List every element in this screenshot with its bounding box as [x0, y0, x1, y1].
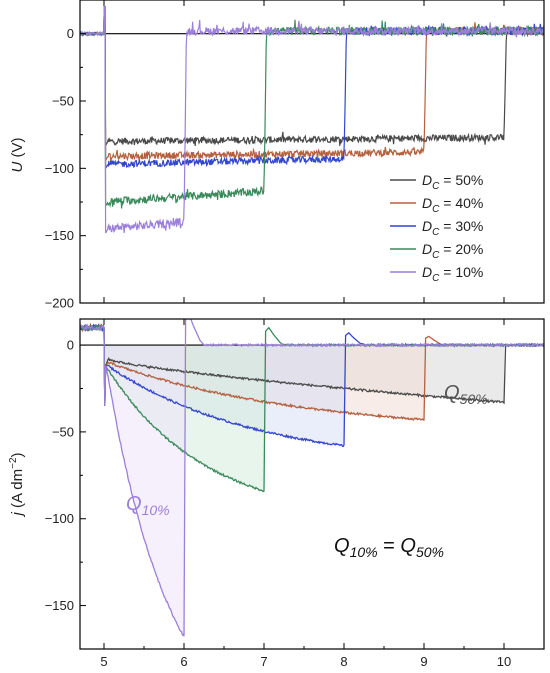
- current-y-axis-title: j (A dm−2): [8, 452, 26, 517]
- legend-symbol: D: [422, 241, 432, 257]
- voltage-y-ticks: 0 −50 −100 −150 −200: [45, 26, 86, 311]
- annotation-q10-sub: 10%: [142, 502, 170, 518]
- voltage-plot-frame: [79, 0, 545, 304]
- legend-subscript: C: [432, 250, 440, 261]
- equality-sign: =: [378, 535, 401, 557]
- legend-entry: DC = 10%: [422, 264, 483, 284]
- voltage-y-tick-label: −200: [45, 296, 74, 311]
- legend-symbol: D: [422, 195, 432, 211]
- legend-subscript: C: [432, 181, 440, 192]
- legend-value: = 20%: [439, 241, 483, 257]
- equality-lhs-sub: 10%: [350, 544, 378, 560]
- current-x-tick-label: 6: [180, 654, 187, 669]
- current-series-group: [80, 319, 544, 637]
- current-series-line: [80, 322, 544, 406]
- voltage-y-axis-title: U (V): [9, 137, 26, 172]
- current-x-tick-label: 10: [497, 654, 511, 669]
- voltage-panel: 0−50−100−150−200 U (V) DC = 50%DC = 40%D…: [9, 0, 545, 311]
- voltage-y-tick-label: −100: [45, 161, 74, 176]
- voltage-series-line: [80, 6, 544, 234]
- legend-symbol: D: [422, 218, 432, 234]
- voltage-series-line: [80, 6, 544, 148]
- legend-entry: DC = 30%: [422, 218, 483, 238]
- voltage-y-unit: (V): [9, 137, 26, 161]
- equality-rhs-sub: 50%: [416, 544, 444, 560]
- annotation-equality: Q10% = Q50%: [334, 535, 444, 560]
- annotation-q50-sub: 50%: [460, 391, 488, 407]
- legend-symbol: D: [422, 172, 432, 188]
- current-series-line: [80, 319, 544, 637]
- annotation-q10-base: Q: [126, 493, 142, 515]
- legend-entry: DC = 20%: [422, 241, 483, 261]
- charge-fill-area: [104, 327, 184, 637]
- legend-subscript: C: [432, 227, 440, 238]
- current-y-tick-label: 0: [67, 338, 74, 353]
- annotation-q10: Q10%: [126, 493, 170, 518]
- current-y-tick-label: −50: [52, 424, 74, 439]
- voltage-series-group: [80, 6, 544, 234]
- legend-entry: DC = 50%: [422, 172, 483, 192]
- legend-value: = 40%: [439, 195, 483, 211]
- voltage-y-tick-label: −50: [52, 94, 74, 109]
- legend-subscript: C: [432, 204, 440, 215]
- legend-subscript: C: [432, 273, 440, 284]
- current-plot-frame: [79, 318, 545, 650]
- legend-symbol: D: [422, 264, 432, 280]
- equality-rhs-base: Q: [400, 535, 416, 557]
- current-y-tick-label: −150: [45, 598, 74, 613]
- legend-entry: DC = 40%: [422, 195, 483, 215]
- voltage-y-symbol: U: [9, 162, 26, 173]
- current-y-unit-pre: (A dm: [9, 469, 26, 512]
- current-x-ticks: 5 6 7 8 9 10: [100, 319, 511, 669]
- legend-value: = 30%: [439, 218, 483, 234]
- voltage-x-ticks: [103, 0, 505, 303]
- current-y-tick-label: −100: [45, 511, 74, 526]
- voltage-y-tick-label: 0: [67, 26, 74, 41]
- voltage-y-tick-label: −150: [45, 228, 74, 243]
- current-x-tick-label: 7: [260, 654, 267, 669]
- legend-value: = 10%: [439, 264, 483, 280]
- current-x-tick-label: 8: [340, 654, 347, 669]
- annotation-q50-base: Q: [444, 382, 460, 404]
- current-y-unit-post: ): [9, 452, 26, 457]
- current-y-symbol: j: [9, 512, 26, 518]
- equality-lhs-base: Q: [334, 535, 350, 557]
- current-y-unit-sup: −2: [8, 457, 19, 469]
- legend-value: = 50%: [439, 172, 483, 188]
- current-density-panel: 0−50−100−150 5 6 7 8 9 10 j (A dm−2) Q50% Q10…: [8, 318, 545, 669]
- current-y-ticks: 0 −50 −100 −150: [45, 338, 86, 650]
- legend: DC = 50%DC = 40%DC = 30%DC = 20%DC = 10%: [390, 172, 483, 284]
- annotation-q50: Q50%: [444, 382, 488, 407]
- current-x-tick-label: 9: [420, 654, 427, 669]
- current-x-tick-label: 5: [100, 654, 107, 669]
